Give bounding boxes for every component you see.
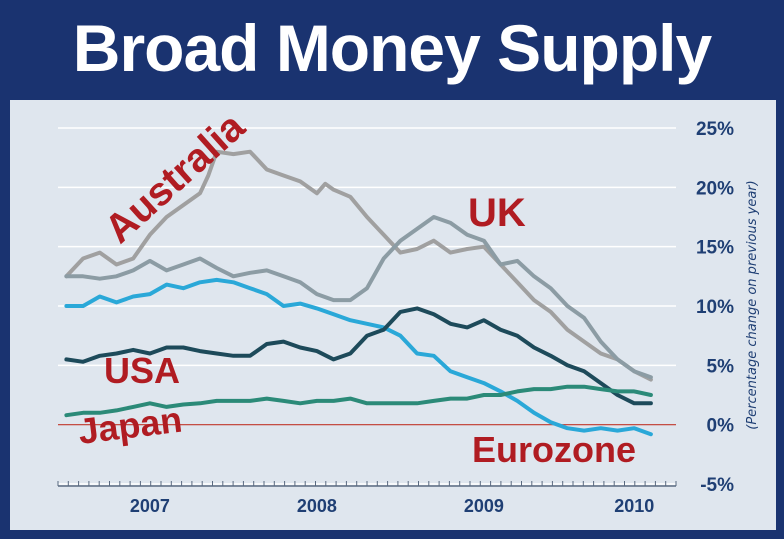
- chart-panel: [10, 100, 776, 530]
- y-tick-label: -5%: [700, 475, 734, 496]
- y-tick-label: 20%: [696, 178, 734, 199]
- x-tick-label: 2007: [130, 496, 170, 516]
- x-tick-label: 2010: [614, 496, 654, 516]
- label-australia: Australia: [97, 104, 254, 252]
- x-axis: [57, 481, 677, 487]
- y-tick-label: 10%: [696, 297, 734, 318]
- label-uk: UK: [468, 191, 526, 235]
- y-tick-label: 15%: [696, 238, 734, 259]
- x-tick-labels: 2007 2008 2009 2010: [130, 496, 654, 516]
- series-line-japan: [64, 384, 653, 418]
- series-line-australia: [64, 149, 653, 382]
- series-line-usa: [64, 306, 653, 406]
- label-usa: USA: [104, 350, 180, 391]
- x-tick-label: 2008: [297, 496, 337, 516]
- label-japan: Japan: [76, 399, 184, 452]
- series-line-eurozone: [64, 277, 653, 437]
- x-tick-label: 2009: [464, 496, 504, 516]
- y-tick-labels: 25% 20% 15% 10% 5% 0% -5%: [696, 119, 734, 496]
- label-eurozone: Eurozone: [472, 429, 636, 470]
- y-tick-label: 25%: [696, 119, 734, 140]
- page-title: Broad Money Supply: [72, 11, 712, 85]
- y-tick-label: 0%: [707, 416, 735, 437]
- y-tick-label: 5%: [707, 356, 735, 377]
- series-line-uk: [64, 215, 653, 380]
- y-axis-label: (Percentage change on previous year): [745, 180, 760, 429]
- series-lines: [64, 149, 653, 437]
